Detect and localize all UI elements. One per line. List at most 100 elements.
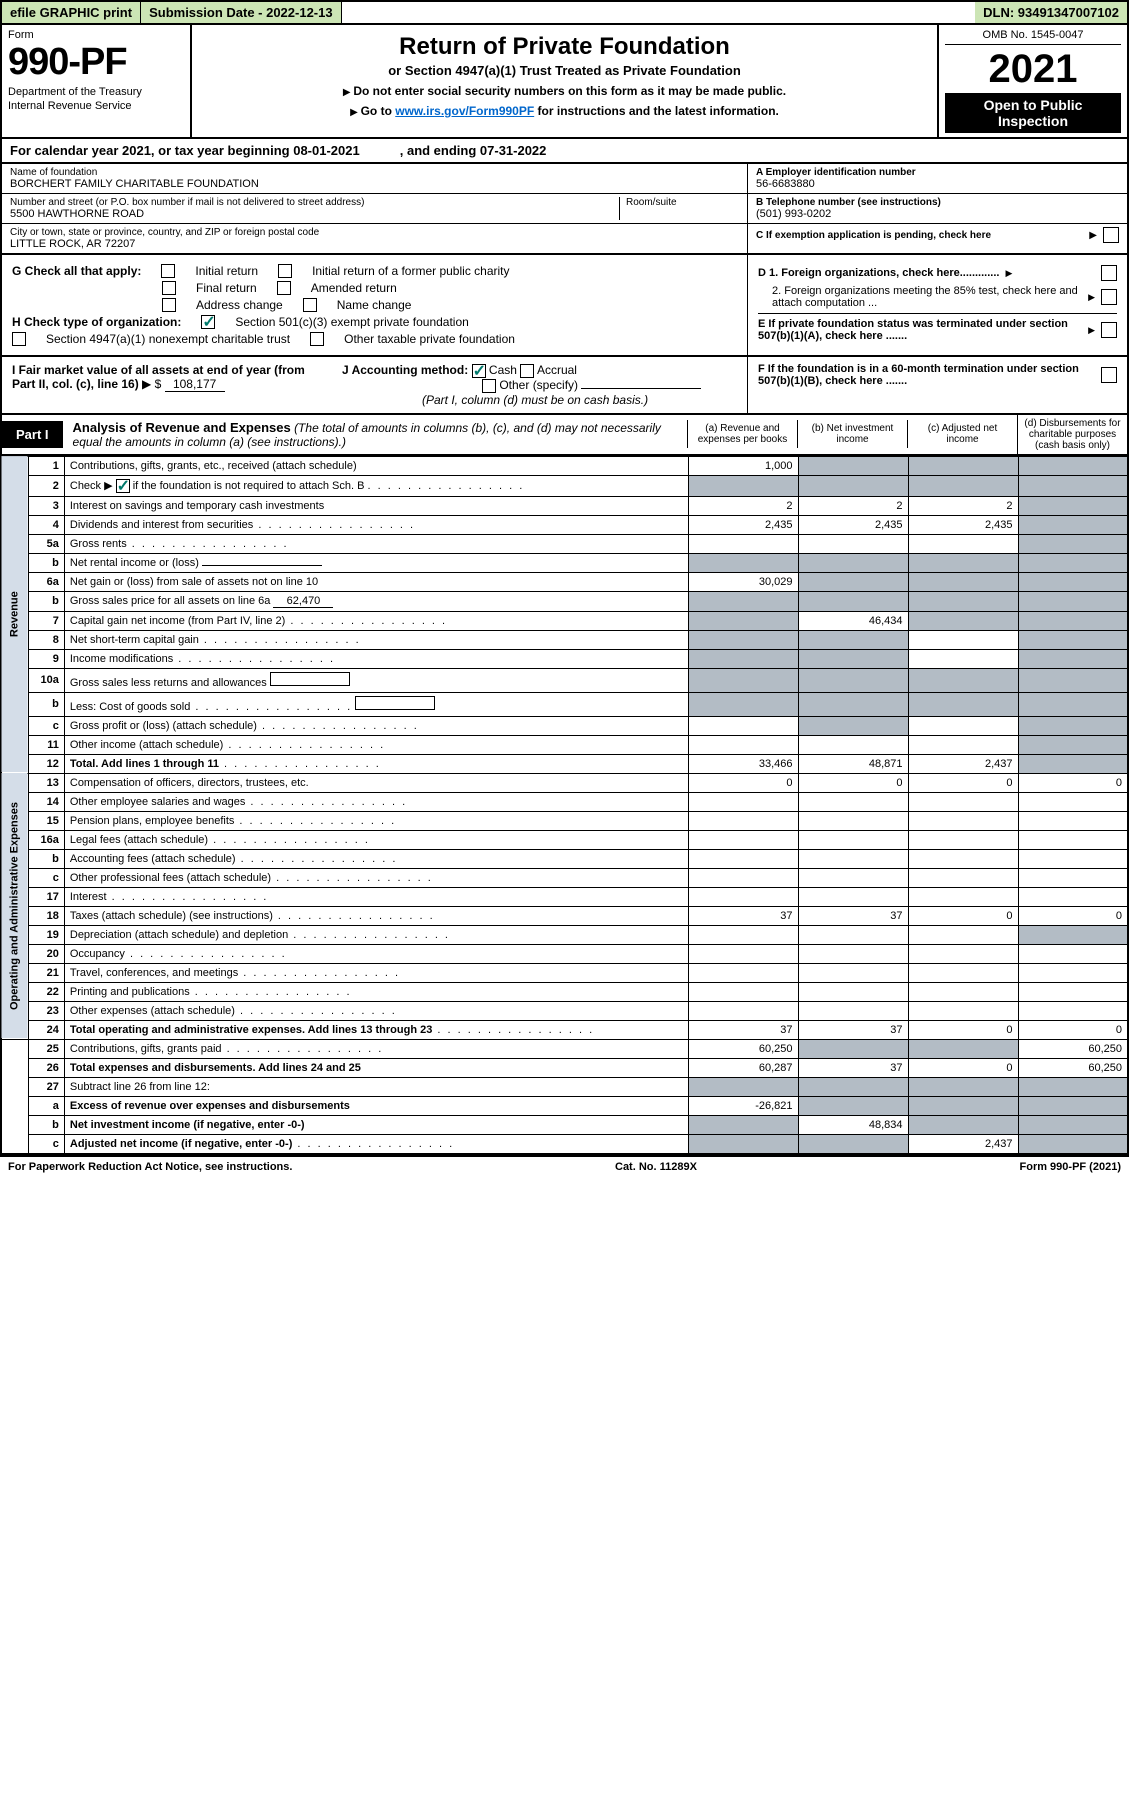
inline-value: 62,470	[273, 595, 333, 608]
cell-c	[908, 1096, 1018, 1115]
row-desc: Legal fees (attach schedule)	[64, 830, 688, 849]
row-num: 23	[28, 1001, 64, 1020]
row-num: b	[28, 591, 64, 611]
cell-a	[688, 534, 798, 553]
table-row: 5a Gross rents	[1, 534, 1128, 553]
cell-b: 37	[798, 906, 908, 925]
inline-box	[355, 696, 435, 710]
row-num: b	[28, 1115, 64, 1134]
entity-left: Name of foundation BORCHERT FAMILY CHARI…	[2, 164, 747, 253]
cash-label: Cash	[489, 363, 517, 377]
d2-label: 2. Foreign organizations meeting the 85%…	[758, 285, 1082, 309]
d2-checkbox[interactable]	[1101, 289, 1117, 305]
table-row: 11 Other income (attach schedule)	[1, 735, 1128, 754]
cell-b	[798, 716, 908, 735]
desc-text: Total operating and administrative expen…	[70, 1024, 432, 1036]
dots	[190, 986, 352, 998]
f-checkbox[interactable]	[1101, 367, 1117, 383]
desc-text: Taxes (attach schedule) (see instruction…	[70, 910, 273, 922]
initial-return-label: Initial return	[195, 264, 258, 278]
g-row3: Address change Name change	[12, 298, 737, 312]
form-title: Return of Private Foundation	[208, 33, 921, 61]
row-num: 3	[28, 496, 64, 515]
cell-d	[1018, 830, 1128, 849]
d2-item: 2. Foreign organizations meeting the 85%…	[758, 285, 1117, 309]
cell-c	[908, 630, 1018, 649]
cash-checkbox[interactable]	[472, 364, 486, 378]
h-501c3-label: Section 501(c)(3) exempt private foundat…	[235, 315, 468, 329]
other-checkbox[interactable]	[482, 379, 496, 393]
irs-link[interactable]: www.irs.gov/Form990PF	[395, 104, 534, 118]
final-return-checkbox[interactable]	[162, 281, 176, 295]
row-num: 5a	[28, 534, 64, 553]
addr-change-checkbox[interactable]	[162, 298, 176, 312]
row-desc: Other employee salaries and wages	[64, 792, 688, 811]
row-num: 2	[28, 475, 64, 496]
accrual-checkbox[interactable]	[520, 364, 534, 378]
row-desc: Check ▶ if the foundation is not require…	[64, 475, 688, 496]
cell-a: 2,435	[688, 515, 798, 534]
h-4947-label: Section 4947(a)(1) nonexempt charitable …	[46, 332, 290, 346]
col-a-header: (a) Revenue and expenses per books	[687, 420, 797, 448]
cell-a	[688, 692, 798, 716]
cell-b: 37	[798, 1058, 908, 1077]
cell-d: 0	[1018, 773, 1128, 792]
table-row: 20 Occupancy	[1, 944, 1128, 963]
cell-a: 30,029	[688, 572, 798, 591]
desc-text: Other income (attach schedule)	[70, 739, 223, 751]
row-num: 13	[28, 773, 64, 792]
d1-checkbox[interactable]	[1101, 265, 1117, 281]
cell-a	[688, 963, 798, 982]
dots	[208, 834, 370, 846]
e-checkbox[interactable]	[1101, 322, 1117, 338]
row-num: 15	[28, 811, 64, 830]
cell-b	[798, 925, 908, 944]
c-checkbox[interactable]	[1103, 227, 1119, 243]
arrow-icon	[1005, 267, 1012, 279]
amended-return-checkbox[interactable]	[277, 281, 291, 295]
form-subtitle: or Section 4947(a)(1) Trust Treated as P…	[208, 63, 921, 78]
cell-b: 2,435	[798, 515, 908, 534]
dots	[222, 1043, 384, 1055]
table-row: a Excess of revenue over expenses and di…	[1, 1096, 1128, 1115]
initial-return-checkbox[interactable]	[161, 264, 175, 278]
cell-a	[688, 982, 798, 1001]
cell-c: 0	[908, 1058, 1018, 1077]
h-4947-checkbox[interactable]	[12, 332, 26, 346]
cell-d	[1018, 591, 1128, 611]
desc-text: Other expenses (attach schedule)	[70, 1005, 235, 1017]
cell-d	[1018, 887, 1128, 906]
final-return-label: Final return	[196, 281, 257, 295]
cell-a	[688, 811, 798, 830]
table-row: 18 Taxes (attach schedule) (see instruct…	[1, 906, 1128, 925]
row-desc: Net rental income or (loss)	[64, 553, 688, 572]
row-desc: Adjusted net income (if negative, enter …	[64, 1134, 688, 1154]
street-address: 5500 HAWTHORNE ROAD	[10, 208, 619, 220]
initial-former-checkbox[interactable]	[278, 264, 292, 278]
h-other-checkbox[interactable]	[310, 332, 324, 346]
cell-b	[798, 572, 908, 591]
row-num: 27	[28, 1077, 64, 1096]
cell-b	[798, 475, 908, 496]
cell-d	[1018, 475, 1128, 496]
row-num: 10a	[28, 668, 64, 692]
desc-text: Contributions, gifts, grants paid	[70, 1043, 222, 1055]
schb-checkbox[interactable]	[116, 479, 130, 493]
form-label: Form	[8, 29, 184, 41]
cat-number: Cat. No. 11289X	[615, 1161, 697, 1173]
f-label: F If the foundation is in a 60-month ter…	[758, 363, 1095, 387]
cell-c	[908, 1077, 1018, 1096]
h-501c3-checkbox[interactable]	[201, 315, 215, 329]
cell-d: 0	[1018, 1020, 1128, 1039]
cell-d	[1018, 1115, 1128, 1134]
cell-c: 2	[908, 496, 1018, 515]
blank-cell	[1, 1039, 28, 1154]
cell-b	[798, 849, 908, 868]
name-change-checkbox[interactable]	[303, 298, 317, 312]
g-label: G Check all that apply:	[12, 264, 141, 278]
amended-return-label: Amended return	[311, 281, 397, 295]
foundation-name: BORCHERT FAMILY CHARITABLE FOUNDATION	[10, 178, 739, 190]
other-specify	[581, 388, 701, 389]
entity-right: A Employer identification number 56-6683…	[747, 164, 1127, 253]
cell-d	[1018, 982, 1128, 1001]
